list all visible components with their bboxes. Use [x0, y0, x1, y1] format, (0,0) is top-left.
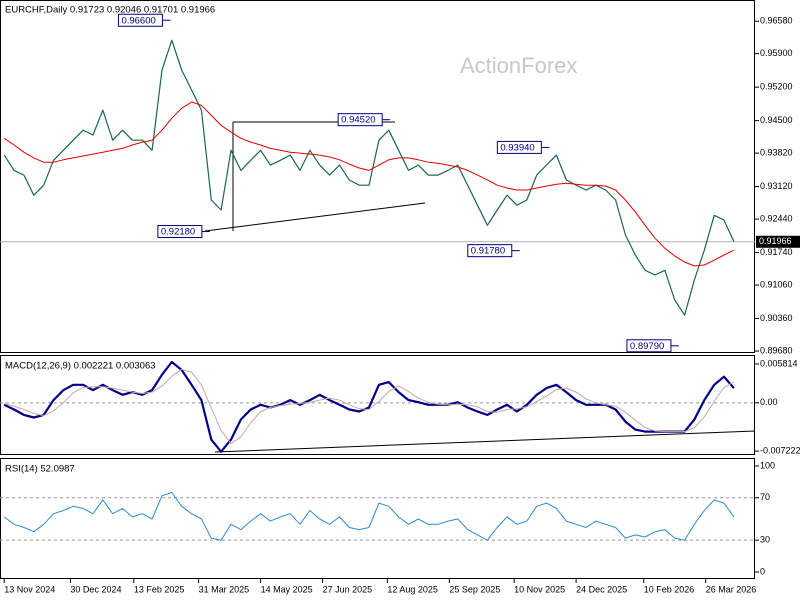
annotation-box [496, 140, 542, 154]
y-tick-label: -0.007222 [760, 446, 800, 456]
y-tick-label: 0.95200 [760, 82, 793, 92]
rsi-label: RSI(14) 52.0987 [5, 464, 75, 475]
y-tick-label: 0.005814 [760, 358, 798, 368]
series-line [3, 360, 735, 453]
x-tick-label: 30 Dec 2024 [70, 584, 121, 594]
main-panel [0, 0, 755, 353]
y-tick-label: 100 [760, 460, 775, 470]
last-price-box [756, 235, 800, 248]
annotation-label: 0.91780 [471, 246, 505, 257]
y-tick-label: 0.96580 [760, 16, 793, 26]
watermark: ActionForex [460, 53, 577, 78]
y-tick-label: 0.90360 [760, 313, 793, 323]
y-tick-label: 0.91060 [760, 279, 793, 289]
rsi-panel [0, 458, 755, 579]
trendline [204, 202, 426, 232]
x-tick-label: 10 Feb 2026 [644, 584, 695, 594]
y-tick-label: 0.93820 [760, 148, 793, 158]
x-tick-label: 14 May 2025 [261, 584, 313, 594]
x-tick-label: 31 Mar 2025 [199, 584, 250, 594]
annotation-label: 0.93940 [500, 142, 534, 153]
annotation-box [467, 244, 513, 258]
x-tick-label: 27 Jun 2025 [323, 584, 373, 594]
y-tick-label: 0.94500 [760, 115, 793, 125]
chart-title: EURCHF,Daily 0.91723 0.92046 0.91701 0.9… [5, 5, 215, 16]
x-tick-label: 25 Sep 2025 [449, 584, 500, 594]
x-tick-label: 10 Nov 2025 [514, 584, 565, 594]
series-line [3, 492, 735, 541]
y-tick-label: 30 [760, 535, 770, 545]
macd-label: MACD(12,26,9) 0.002221 0.003063 [5, 361, 156, 372]
y-tick-label: 0.93120 [760, 181, 793, 191]
macd-trendline [214, 430, 756, 453]
annotation-box [117, 13, 163, 27]
y-tick-label: 0.89680 [760, 345, 793, 355]
y-tick-label: 0.00 [760, 397, 778, 407]
annotation-box [337, 113, 383, 127]
annotation-box [157, 225, 203, 239]
annotation-box [626, 339, 672, 353]
x-tick-label: 12 Aug 2025 [387, 584, 438, 594]
macd-panel [0, 355, 755, 455]
annotation-label: 0.92180 [161, 227, 195, 238]
annotation-label: 0.94520 [341, 115, 375, 126]
annotation-label: 0.89790 [630, 341, 664, 352]
y-tick-label: 0 [760, 566, 765, 576]
annotation-label: 0.96600 [121, 15, 155, 26]
x-tick-label: 24 Dec 2025 [576, 584, 627, 594]
x-tick-label: 13 Feb 2025 [134, 584, 185, 594]
x-tick-label: 26 Mar 2026 [706, 584, 757, 594]
series-line [3, 101, 735, 267]
y-tick-label: 0.92440 [760, 213, 793, 223]
y-tick-label: 70 [760, 492, 770, 502]
series-line [3, 39, 735, 316]
y-tick-label: 0.95900 [760, 48, 793, 58]
last-price-label: 0.91966 [759, 236, 792, 246]
series-line [4, 368, 735, 445]
y-tick-label: 0.91740 [760, 247, 793, 257]
x-tick-label: 13 Nov 2024 [4, 584, 55, 594]
